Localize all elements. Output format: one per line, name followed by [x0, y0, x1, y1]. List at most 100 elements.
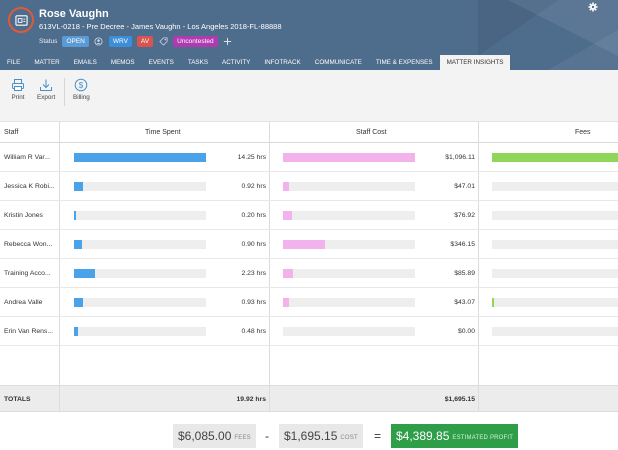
staff-cost-value: $0.00 [457, 328, 475, 335]
fees-bar [492, 327, 618, 336]
fees-bar-fill [492, 298, 494, 307]
totals-label: TOTALS [4, 396, 31, 403]
tab-activity[interactable]: ACTIVITY [222, 59, 251, 66]
tab-memos[interactable]: MEMOS [110, 59, 135, 66]
status-row: Status OPEN WRV AV Uncontested [39, 35, 233, 47]
tab-infotrack[interactable]: INFOTRACK [264, 59, 301, 66]
tab-emails[interactable]: EMAILS [73, 59, 97, 66]
export-button[interactable]: Export [37, 78, 55, 101]
column-header-time-spent[interactable]: Time Spent [145, 129, 181, 136]
tab-file[interactable]: FILE [7, 59, 21, 66]
time-spent-bar [74, 298, 206, 307]
printer-icon [12, 79, 24, 91]
tab-events[interactable]: EVENTS [148, 59, 174, 66]
staff-cost-bar [283, 327, 415, 336]
time-spent-bar [74, 211, 206, 220]
tab-communicate[interactable]: COMMUNICATE [314, 59, 362, 66]
toolbar: Print Export $ Billing [0, 70, 618, 122]
table-row[interactable]: William R Var... 14.25 hrs $1,096.11 [0, 143, 618, 172]
minus-operator: - [265, 429, 269, 443]
header-decoration [548, 30, 618, 70]
table-row[interactable]: Rebecca Won... 0.90 hrs $346.15 [0, 230, 618, 259]
column-divider [59, 122, 60, 385]
fees-bar [492, 153, 618, 162]
column-divider [59, 385, 60, 412]
profit-label: ESTIMATED PROFIT [452, 435, 514, 441]
time-spent-bar [74, 327, 206, 336]
staff-badge-av[interactable]: AV [136, 35, 154, 47]
matter-header: Rose Vaughn 613VL-0218 - Pre Decree - Ja… [0, 0, 618, 70]
time-spent-value: 2.23 hrs [241, 270, 266, 277]
column-header-staff-cost[interactable]: Staff Cost [356, 129, 387, 136]
table-row[interactable]: Erin Van Rens... 0.48 hrs $0.00 [0, 317, 618, 346]
cost-label: COST [340, 435, 358, 441]
tag-badge-uncontested[interactable]: Uncontested [173, 35, 218, 47]
staff-cost-value: $1,096.11 [445, 154, 475, 161]
plus-icon[interactable] [223, 36, 233, 46]
client-name[interactable]: Rose Vaughn [39, 8, 109, 20]
staff-badge-wrv[interactable]: WRV [108, 35, 132, 47]
staff-cost-bar-fill [283, 182, 289, 191]
case-folder-icon[interactable] [8, 7, 34, 33]
column-divider [478, 385, 479, 412]
staff-cost-bar-fill [283, 240, 325, 249]
cost-amount: $1,695.15 [284, 429, 338, 443]
tab-tasks[interactable]: TASKS [187, 59, 209, 66]
dollar-icon: $ [75, 78, 88, 92]
staff-name: Kristin Jones [4, 212, 43, 219]
insights-table-header: Staff Time Spent Staff Cost Fees [0, 122, 618, 143]
column-header-staff[interactable]: Staff [4, 129, 19, 136]
table-row[interactable]: Kristin Jones 0.20 hrs $76.92 [0, 201, 618, 230]
fees-bar [492, 211, 618, 220]
fees-label: FEES [234, 435, 251, 441]
table-row[interactable]: Jessica K Robi... 0.92 hrs $47.01 [0, 172, 618, 201]
billing-button[interactable]: $ Billing [73, 78, 90, 101]
time-spent-bar-fill [74, 153, 206, 162]
column-divider [478, 122, 479, 385]
staff-name: William R Var... [4, 154, 50, 161]
staff-cost-value: $76.92 [454, 212, 475, 219]
tab-matter[interactable]: MATTER [34, 59, 60, 66]
staff-cost-bar-fill [283, 298, 289, 307]
tab-time-expenses[interactable]: TIME & EXPENSES [375, 59, 433, 66]
staff-name: Jessica K Robi... [4, 183, 55, 190]
staff-cost-value: $85.89 [454, 270, 475, 277]
billing-label: Billing [73, 94, 90, 101]
staff-cost-value: $346.15 [450, 241, 475, 248]
time-spent-value: 14.25 hrs [237, 154, 266, 161]
table-row[interactable]: Training Acco... 2.23 hrs $85.89 [0, 259, 618, 288]
print-button[interactable]: Print [11, 78, 25, 101]
time-spent-bar-fill [74, 211, 76, 220]
fees-bar [492, 182, 618, 191]
staff-cost-bar-fill [283, 269, 294, 278]
total-hours: 19.92 hrs [236, 396, 266, 403]
time-spent-value: 0.90 hrs [241, 241, 266, 248]
time-spent-bar-fill [74, 327, 79, 336]
staff-cost-bar [283, 211, 415, 220]
fees-bar [492, 269, 618, 278]
time-spent-bar [74, 153, 206, 162]
time-spent-bar-fill [74, 182, 83, 191]
staff-cost-bar-fill [283, 153, 415, 162]
status-label: Status [39, 37, 58, 45]
time-spent-bar-fill [74, 269, 95, 278]
status-badge[interactable]: OPEN [62, 35, 89, 47]
export-label: Export [37, 94, 56, 101]
time-spent-value: 0.20 hrs [241, 212, 266, 219]
toolbar-divider [64, 78, 65, 106]
table-row[interactable]: Andrea Valle 0.93 hrs $43.07 [0, 288, 618, 317]
time-spent-value: 0.92 hrs [241, 183, 266, 190]
column-divider [269, 122, 270, 385]
staff-cost-bar [283, 240, 415, 249]
header-decoration [508, 0, 618, 56]
tab-matter-insights[interactable]: MATTER INSIGHTS [439, 55, 511, 70]
staff-cost-bar [283, 153, 415, 162]
staff-cost-bar-fill [283, 211, 293, 220]
svg-text:$: $ [79, 81, 84, 90]
header-decoration [478, 0, 558, 56]
tag-icon [158, 36, 168, 46]
staff-cost-value: $43.07 [454, 299, 475, 306]
cost-summary: $1,695.15 COST [279, 424, 363, 448]
gear-icon[interactable] [588, 2, 598, 12]
column-header-fees[interactable]: Fees [575, 129, 591, 136]
